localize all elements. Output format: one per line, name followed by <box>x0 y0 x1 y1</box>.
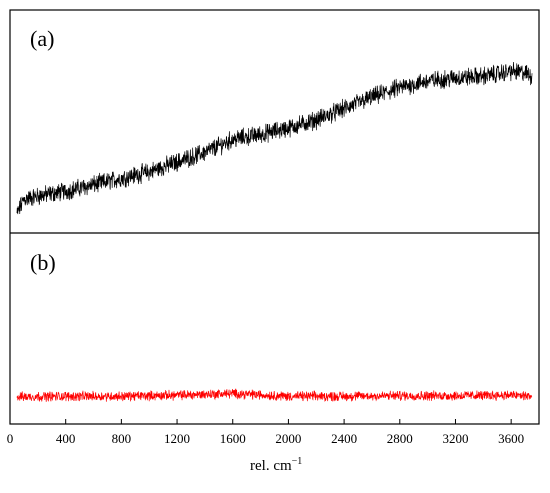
x-axis-title: rel. cm−1 <box>250 456 302 474</box>
x-tick-label: 1200 <box>164 431 190 446</box>
plot-frame <box>9 9 540 425</box>
panel-a-trace <box>16 61 533 215</box>
x-axis-title-text: rel. cm <box>250 458 292 474</box>
x-tick-label: 2800 <box>387 431 413 446</box>
x-tick-label: 2000 <box>275 431 301 446</box>
x-axis-ticks: 0 400 800 1200 1600 2000 2400 2800 3200 3600 <box>7 419 524 446</box>
x-tick-label: 0 <box>7 431 14 446</box>
panel-b-label: (b) <box>30 250 56 275</box>
x-tick-label: 800 <box>112 431 132 446</box>
x-tick-label: 3200 <box>442 431 468 446</box>
panel-a-label: (a) <box>30 26 54 51</box>
x-tick-label: 3600 <box>498 431 524 446</box>
x-tick-label: 1600 <box>220 431 246 446</box>
x-axis-title-superscript: −1 <box>292 456 303 467</box>
x-tick-label: 400 <box>56 431 76 446</box>
panel-b-trace <box>16 388 533 403</box>
x-tick-label: 2400 <box>331 431 357 446</box>
